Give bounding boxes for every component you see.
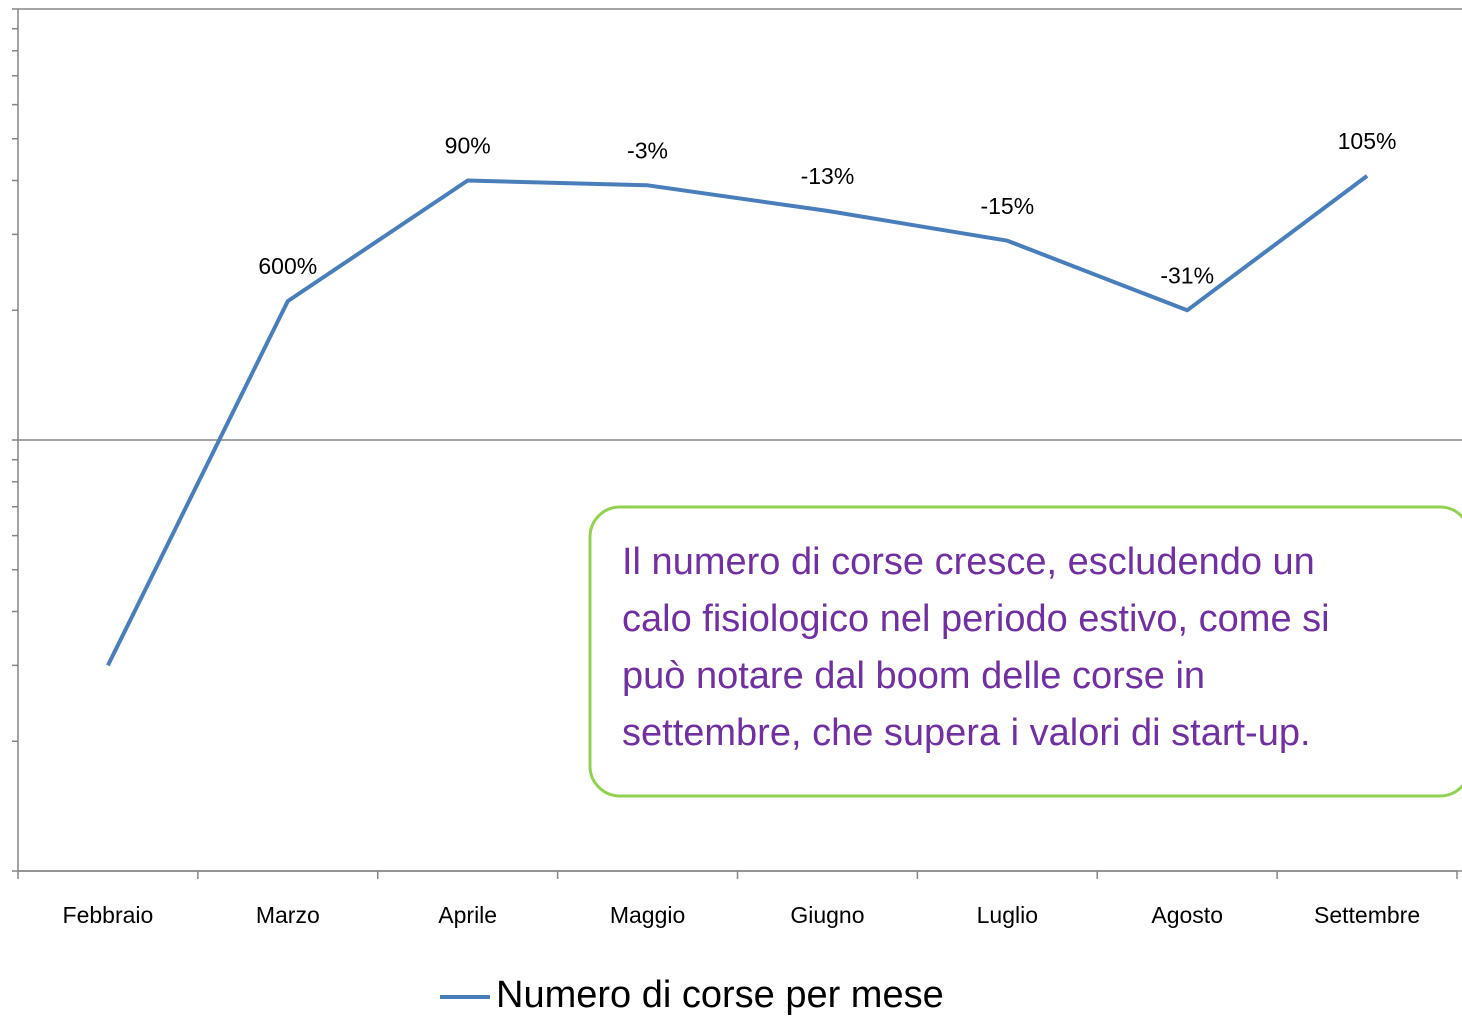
point-label: 90% (445, 133, 491, 159)
annotation-box (588, 505, 1462, 798)
x-tick-label: Febbraio (63, 902, 154, 928)
point-label: -3% (627, 137, 668, 163)
x-tick-label: Luglio (977, 902, 1038, 928)
legend-label: Numero di corse per mese (496, 974, 944, 1016)
x-tick-label: Agosto (1151, 902, 1223, 928)
annotation-text: Il numero di corse cresce, escludendo un (622, 541, 1315, 583)
point-label: -15% (980, 193, 1034, 219)
annotation-text: può notare dal boom delle corse in (622, 655, 1205, 697)
x-tick-label: Maggio (610, 902, 685, 928)
x-tick-label: Marzo (256, 902, 320, 928)
point-label: -13% (801, 163, 855, 189)
point-label: 600% (258, 253, 317, 279)
annotation-text: settembre, che supera i valori di start-… (622, 712, 1311, 754)
x-tick-label: Giugno (790, 902, 864, 928)
point-label: 105% (1338, 128, 1397, 154)
x-tick-label: Aprile (438, 902, 497, 928)
point-label: -31% (1160, 262, 1214, 288)
data-line (106, 174, 1369, 667)
x-tick-label: Settembre (1314, 902, 1420, 928)
annotation-text: calo fisiologico nel periodo estivo, com… (622, 598, 1330, 640)
